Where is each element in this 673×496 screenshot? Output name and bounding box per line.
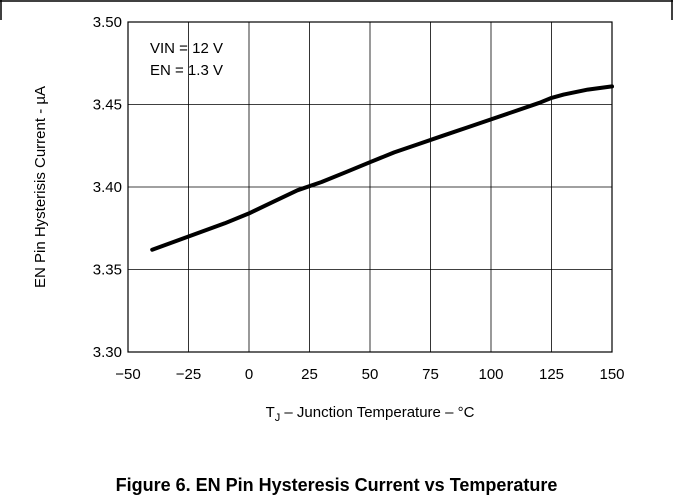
x-axis-label-rest: – Junction Temperature – °C: [280, 404, 474, 421]
x-tick-label: 125: [539, 366, 564, 383]
y-axis-label: EN Pin Hysterisis Current - µA: [32, 86, 49, 288]
x-tick-label: 100: [478, 366, 503, 383]
x-tick-label: 0: [245, 366, 253, 383]
annotations: VIN = 12 V EN = 1.3 V: [150, 40, 223, 79]
y-tick-label: 3.40: [93, 179, 122, 196]
series-line: [150, 84, 614, 252]
x-axis-label-subscript: J: [275, 412, 281, 424]
x-tick-label: 150: [599, 366, 624, 383]
x-axis-label: TJ – Junction Temperature – °C: [266, 404, 475, 424]
y-tick-label: 3.45: [93, 97, 122, 114]
y-tick-label: 3.30: [93, 344, 122, 361]
x-tick-label: 25: [301, 366, 318, 383]
figure-caption: Figure 6. EN Pin Hysteresis Current vs T…: [115, 475, 558, 495]
x-tick-label: 75: [422, 366, 439, 383]
annotation-label: EN = 1.3 V: [150, 62, 223, 79]
annotation-label: VIN = 12 V: [150, 40, 223, 57]
y-tick-label: 3.35: [93, 262, 122, 279]
x-tick-label: −50: [115, 366, 140, 383]
x-tick-labels: −50 −25 0 25 50 75 100 125 150: [115, 366, 624, 383]
x-tick-label: 50: [362, 366, 379, 383]
plot-area: [127, 21, 613, 353]
x-tick-label: −25: [176, 366, 201, 383]
x-axis-label-main: T: [266, 404, 275, 421]
y-tick-labels: 3.30 3.35 3.40 3.45 3.50: [93, 14, 122, 361]
y-tick-label: 3.50: [93, 14, 122, 31]
